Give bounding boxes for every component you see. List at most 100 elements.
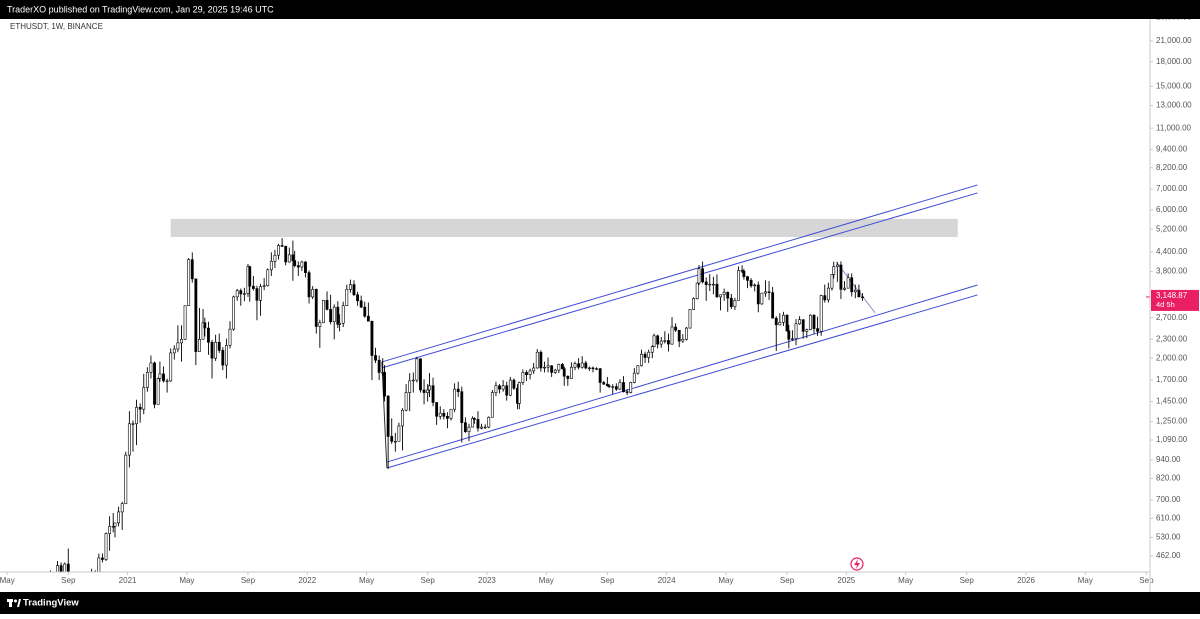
- candle-body: [210, 341, 214, 359]
- trend-line: [381, 184, 978, 363]
- candle-body: [438, 412, 442, 417]
- candle-body: [408, 380, 412, 393]
- y-tick-label: 610.00: [1156, 514, 1181, 523]
- candle-body: [329, 309, 333, 323]
- candle-body: [853, 289, 857, 293]
- x-tick-label: Sep: [421, 576, 436, 585]
- y-tick-label: 9,400.00: [1156, 144, 1188, 153]
- candle-body: [336, 306, 340, 325]
- candle-body: [692, 298, 696, 310]
- candle-body: [681, 339, 685, 342]
- candle-body: [737, 270, 740, 301]
- candle-body: [625, 391, 629, 393]
- y-tick-label: 2,000.00: [1156, 353, 1188, 362]
- candle-body: [145, 372, 149, 388]
- candle-body: [131, 423, 135, 425]
- x-tick-label: Sep: [61, 576, 76, 585]
- last-price-label: 3,148.87: [1156, 291, 1188, 300]
- candle-body: [629, 382, 633, 393]
- candle-body: [636, 365, 640, 374]
- x-tick-label: May: [359, 576, 374, 585]
- candle-body: [607, 385, 611, 387]
- candle-body: [111, 526, 115, 528]
- candle-body: [812, 314, 816, 329]
- y-tick-label: 1,450.00: [1156, 397, 1188, 406]
- candle-body: [832, 266, 836, 275]
- candle-body: [587, 367, 591, 370]
- candle-body: [273, 254, 277, 262]
- y-tick-label: 1,250.00: [1156, 417, 1188, 426]
- candle-body: [304, 261, 307, 273]
- candle-body: [546, 365, 550, 368]
- candle-body: [463, 422, 467, 432]
- trend-line: [386, 294, 978, 469]
- candle-body: [341, 305, 345, 324]
- logo-part: [14, 599, 17, 603]
- candle-body: [311, 289, 315, 298]
- candle-body: [577, 363, 581, 368]
- candle-body: [66, 563, 70, 572]
- candle-body: [446, 415, 449, 419]
- candle-body: [190, 259, 194, 280]
- candle-body: [239, 290, 243, 295]
- candle-body: [647, 351, 651, 358]
- candle-body: [505, 385, 509, 396]
- candle-body: [359, 300, 363, 308]
- candle-body: [753, 284, 757, 287]
- candle-body: [835, 264, 839, 267]
- candle-body: [618, 382, 622, 390]
- candle-body: [366, 315, 370, 322]
- candle-body: [501, 385, 505, 390]
- candle-body: [517, 382, 521, 404]
- candle-body: [652, 335, 656, 347]
- candle-body: [228, 328, 232, 346]
- candle-body: [498, 385, 501, 390]
- footer-bar: [0, 592, 1200, 614]
- candle-body: [684, 327, 688, 340]
- candle-body: [217, 341, 221, 351]
- y-tick-label: 700.00: [1156, 495, 1181, 504]
- y-tick-label: 2,300.00: [1156, 334, 1188, 343]
- candle-body: [169, 352, 173, 382]
- candle-body: [104, 533, 108, 560]
- candle-body: [277, 245, 280, 256]
- candle-body: [207, 327, 210, 343]
- candle-body: [201, 322, 205, 340]
- candle-body: [101, 557, 104, 560]
- candle-body: [774, 317, 778, 326]
- candle-body: [580, 362, 584, 368]
- x-tick-label: Sep: [600, 576, 615, 585]
- candle-body: [704, 281, 708, 285]
- candle-body: [149, 362, 153, 373]
- candle-body: [521, 372, 525, 383]
- candle-body: [251, 285, 255, 289]
- candle-body: [711, 283, 715, 286]
- candle-body: [415, 358, 419, 381]
- candle-body: [532, 367, 536, 372]
- header-text: TraderXO published on TradingView.com, J…: [7, 4, 274, 14]
- trend-line: [381, 361, 388, 469]
- candle-body: [314, 289, 318, 327]
- candle-body: [823, 295, 827, 301]
- candle-body: [650, 346, 654, 353]
- candle-body: [857, 289, 861, 298]
- y-tick-label: 940.00: [1156, 455, 1181, 464]
- candle-body: [426, 389, 430, 393]
- candle-body: [124, 454, 128, 505]
- candle-body: [688, 309, 692, 329]
- candle-body: [663, 340, 667, 342]
- candle-body: [370, 320, 374, 356]
- candle-body: [674, 326, 678, 331]
- candle-body: [467, 426, 471, 432]
- candle-body: [153, 362, 156, 405]
- candle-body: [259, 286, 262, 301]
- y-tick-label: 530.00: [1156, 532, 1181, 541]
- candle-body: [262, 285, 266, 287]
- x-tick-label: May: [0, 576, 15, 585]
- last-price-box: [1151, 289, 1199, 311]
- candle-body: [819, 295, 823, 332]
- candle-body: [332, 306, 336, 323]
- candle-body: [300, 261, 304, 268]
